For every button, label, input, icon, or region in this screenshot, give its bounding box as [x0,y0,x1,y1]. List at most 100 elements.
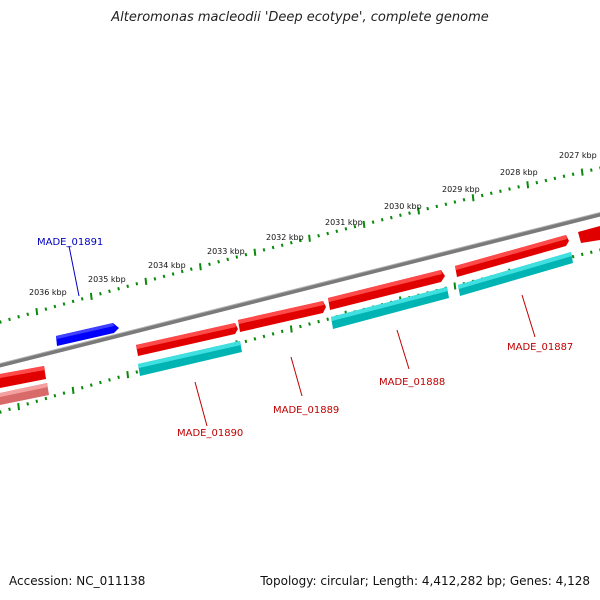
minor-tick [117,287,120,291]
minor-tick [17,315,20,319]
minor-tick [217,260,220,264]
minor-tick [299,238,302,243]
leader-line-made-01890 [194,381,208,427]
minor-tick [462,198,466,202]
minor-tick [0,320,2,324]
major-tick [71,386,75,395]
minor-tick [271,245,275,250]
minor-tick [80,386,84,390]
minor-tick [253,337,257,341]
minor-tick [435,204,439,209]
kbp-label: 2029 kbp [442,185,480,194]
minor-tick [280,329,284,334]
kbp-label: 2032 kbp [266,233,304,242]
major-tick [362,220,366,229]
gene-label-made-01891[interactable]: MADE_01891 [37,237,103,248]
minor-tick [126,284,130,289]
minor-tick [326,231,330,236]
gene-partial-left[interactable] [0,366,46,388]
minor-tick [399,213,402,218]
genome-backbone [0,212,600,368]
gene-made-01891[interactable] [56,323,119,346]
minor-tick [553,176,557,181]
minor-tick [580,252,584,257]
minor-tick [35,399,39,403]
minor-tick [208,262,211,266]
minor-tick [326,317,330,321]
minor-tick [8,317,11,322]
minor-tick [135,370,139,374]
gene-label-made-01889[interactable]: MADE_01889 [273,405,339,416]
gene-label-made-01888[interactable]: MADE_01888 [379,377,445,388]
gene-label-made-01887[interactable]: MADE_01887 [507,342,573,353]
minor-tick [189,267,193,271]
major-tick [253,248,257,256]
cds-made-01887[interactable] [458,252,573,296]
minor-tick [226,257,230,262]
minor-tick [80,297,84,301]
minor-tick [489,191,493,196]
gene-label-made-01890[interactable]: MADE_01890 [177,428,243,439]
minor-tick [317,319,320,324]
major-tick [471,194,475,202]
minor-tick [271,332,275,336]
cds-made-01890[interactable] [138,341,242,376]
minor-tick [44,307,48,311]
minor-tick [571,172,575,176]
minor-tick [262,334,266,339]
major-tick [580,168,584,176]
leader-line-made-01888 [396,329,410,370]
major-tick [453,282,457,290]
minor-tick [44,396,48,401]
minor-tick [26,312,30,316]
minor-tick [344,227,348,231]
minor-tick [308,322,311,326]
minor-tick [299,324,302,329]
minor-tick [589,168,593,172]
minor-tick [53,304,57,309]
kbp-label: 2034 kbp [148,261,186,270]
gene-made-01887[interactable] [455,235,569,277]
gene-made-01890[interactable] [136,323,238,356]
minor-tick [317,234,320,238]
major-tick [308,234,311,242]
major-tick [17,402,20,411]
minor-tick [353,224,357,229]
kbp-label: 2028 kbp [500,168,538,177]
kbp-label: 2033 kbp [207,247,245,256]
leader-line-made-01889 [290,356,303,397]
minor-tick [289,241,293,245]
minor-tick [535,180,539,185]
minor-tick [280,243,284,247]
minor-tick [108,289,111,294]
leader-line-made-01891 [68,245,80,297]
minor-tick [117,375,120,379]
gene-made-01888[interactable] [328,270,445,310]
kbp-label: 2027 kbp [559,151,597,160]
minor-tick [371,220,375,224]
minor-tick [99,380,102,385]
minor-tick [480,193,484,198]
minor-tick [180,269,184,274]
minor-tick [389,215,393,220]
minor-tick [53,394,57,398]
minor-tick [426,206,430,211]
gene-partial-right[interactable] [578,226,600,243]
kbp-label: 2031 kbp [325,218,363,227]
cds-partial-left[interactable] [0,383,49,405]
minor-tick [26,402,30,406]
major-tick [89,292,93,301]
minor-tick [408,211,411,215]
minor-tick [444,202,448,206]
gene-made-01889[interactable] [238,301,326,332]
genome-summary-text: Topology: circular; Length: 4,412,282 bp… [260,574,590,588]
cds-made-01888[interactable] [331,287,449,329]
kbp-label: 2035 kbp [88,275,126,284]
minor-tick [162,274,166,279]
accession-text: Accession: NC_011138 [9,574,146,588]
minor-tick [453,200,457,204]
minor-tick [335,229,339,233]
minor-tick [89,383,93,387]
minor-tick [71,299,75,304]
